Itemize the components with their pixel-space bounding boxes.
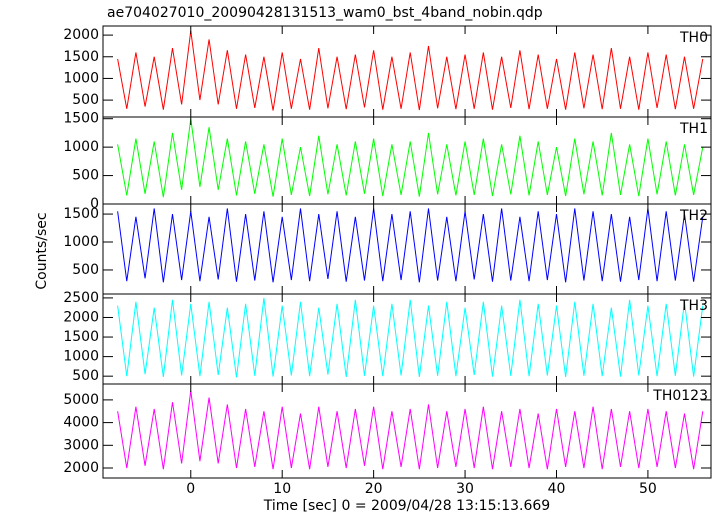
- y-tick-label: 500: [72, 368, 99, 384]
- x-tick-label: 20: [365, 481, 383, 497]
- series-line: [117, 118, 704, 198]
- series-line: [117, 30, 704, 111]
- y-tick-label: 2000: [63, 309, 99, 325]
- y-tick-label: 3000: [63, 437, 99, 453]
- y-tick-label: 1500: [63, 329, 99, 345]
- panel-frame: [102, 383, 712, 479]
- y-tick-label: 5000: [63, 392, 99, 408]
- panel-label: TH1: [679, 121, 708, 137]
- x-tick-label: 10: [273, 481, 291, 497]
- y-tick-label: 2000: [63, 460, 99, 476]
- panel-label: TH0: [679, 30, 708, 46]
- y-tick-label: 1500: [63, 49, 99, 65]
- y-tick-label: 1000: [63, 139, 99, 155]
- y-tick-label: 1000: [63, 70, 99, 86]
- x-axis-label: Time [sec] 0 = 2009/04/28 13:15:13.669: [263, 498, 550, 514]
- y-tick-label: 500: [72, 168, 99, 184]
- panel-label: TH3: [679, 298, 708, 314]
- y-tick-label: 1500: [63, 111, 99, 127]
- chart-title: ae704027010_20090428131513_wam0_bst_4ban…: [107, 5, 543, 21]
- y-tick-label: 0: [90, 196, 99, 212]
- y-axis-label: Counts/sec: [34, 212, 50, 289]
- y-tick-label: 1000: [63, 234, 99, 250]
- y-tick-label: 1500: [63, 206, 99, 222]
- x-tick-label: 50: [639, 481, 657, 497]
- y-tick-label: 4000: [63, 415, 99, 431]
- y-tick-label: 1000: [63, 349, 99, 365]
- y-tick-label: 500: [72, 262, 99, 278]
- panel-label: TH2: [679, 208, 708, 224]
- y-tick-label: 2500: [63, 290, 99, 306]
- y-tick-label: 2000: [63, 27, 99, 43]
- panel-label: TH0123: [652, 388, 708, 404]
- x-tick-label: 40: [548, 481, 566, 497]
- x-tick-label: 0: [186, 481, 195, 497]
- series-line: [117, 390, 704, 470]
- series-line: [117, 208, 704, 283]
- y-tick-label: 500: [72, 92, 99, 108]
- series-line: [117, 297, 704, 378]
- x-tick-label: 30: [456, 481, 474, 497]
